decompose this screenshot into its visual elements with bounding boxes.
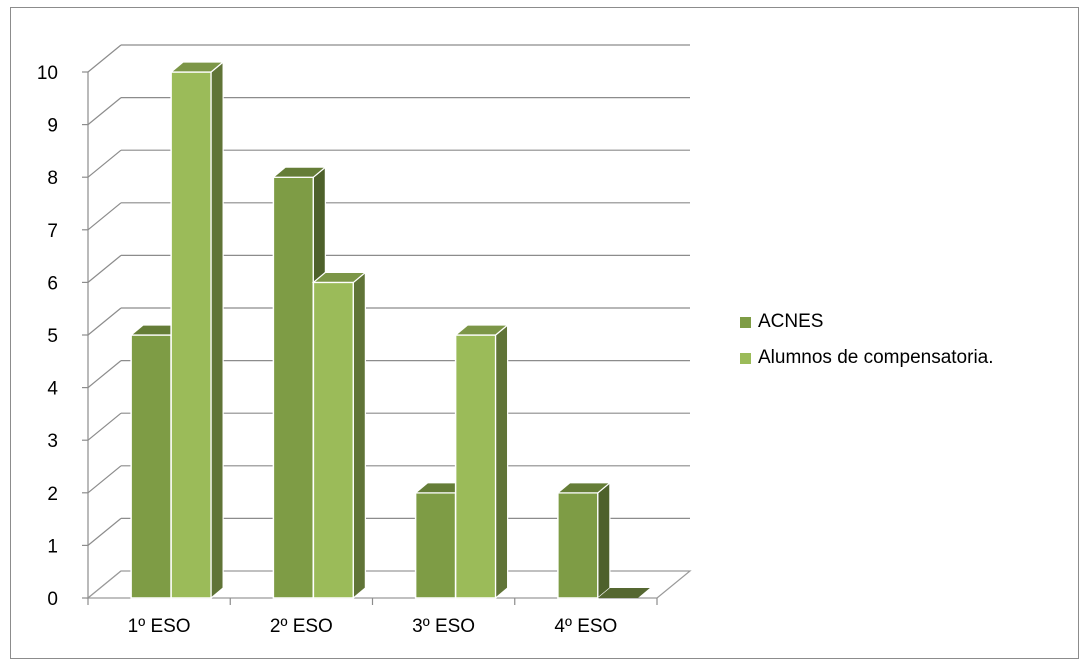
gridline-depth [87, 465, 122, 494]
y-tick-label: 5 [47, 326, 58, 347]
bar-front [170, 71, 212, 599]
gridline-depth [87, 517, 122, 546]
gridline-depth [87, 412, 122, 441]
chart-frame: 0 1 2 3 4 5 6 7 8 9 10 1º ESO 2º ESO 3º ESO 4º ESO AC… [10, 7, 1079, 659]
y-tick-label: 8 [47, 168, 58, 189]
legend-item-compensatoria: Alumnos de compensatoria. [740, 340, 994, 376]
bar [311, 271, 368, 600]
bar-top [271, 166, 328, 178]
bar [556, 481, 612, 600]
legend-swatch-compensatoria [740, 352, 751, 364]
x-tick-label: 1º ESO [128, 616, 191, 637]
bar-chart: 0 1 2 3 4 5 6 7 8 9 10 1º ESO 2º ESO 3º ESO 4º ESO [37, 44, 692, 637]
bar-top [311, 271, 368, 283]
y-tick-label: 6 [47, 273, 58, 294]
bar-top [597, 588, 650, 598]
x-tick-labels: 1º ESO 2º ESO 3º ESO 4º ESO [128, 616, 618, 637]
bar-side [495, 323, 509, 600]
legend-swatch-acnes [740, 316, 751, 328]
bar-side [597, 481, 611, 600]
legend-item-acnes: ACNES [740, 304, 994, 340]
bar [169, 60, 225, 600]
bar-front [454, 334, 497, 599]
gridline-depth [87, 202, 122, 231]
bar-front [272, 176, 315, 599]
gridline-depth [87, 307, 122, 336]
gridline-depth [87, 360, 122, 389]
gridline-depth [87, 44, 122, 73]
gridline-depth [87, 149, 122, 178]
y-tick-label: 9 [47, 116, 58, 137]
y-tick-labels: 0 1 2 3 4 5 6 7 8 9 10 [37, 63, 59, 610]
bar-front [414, 492, 457, 599]
y-tick-label: 1 [47, 536, 58, 557]
x-tick-label: 2º ESO [270, 616, 333, 637]
bar-top [453, 324, 510, 336]
bar-front [557, 492, 599, 599]
y-tick-label: 7 [47, 221, 58, 242]
bar-top [169, 61, 225, 73]
bar-side [352, 271, 366, 600]
gridline-depth [87, 97, 122, 126]
y-tick-label: 3 [47, 431, 58, 452]
legend: ACNES Alumnos de compensatoria. [740, 304, 994, 376]
axes [82, 71, 658, 605]
y-tick-label: 2 [47, 484, 58, 505]
legend-label-compensatoria: Alumnos de compensatoria. [758, 347, 994, 368]
x-tick-label: 4º ESO [554, 616, 617, 637]
bar [453, 323, 510, 600]
legend-label-acnes: ACNES [758, 311, 824, 332]
y-tick-label: 4 [47, 379, 58, 400]
bars [129, 60, 650, 600]
bar [597, 588, 650, 598]
y-tick-label: 0 [47, 589, 58, 610]
gridline-depth [87, 254, 122, 283]
bar-front [130, 334, 172, 599]
bar-side [210, 60, 224, 600]
bar-top [556, 482, 612, 494]
x-tick-label: 3º ESO [412, 616, 475, 637]
y-tick-label: 10 [37, 63, 58, 84]
bar-front [312, 281, 355, 599]
